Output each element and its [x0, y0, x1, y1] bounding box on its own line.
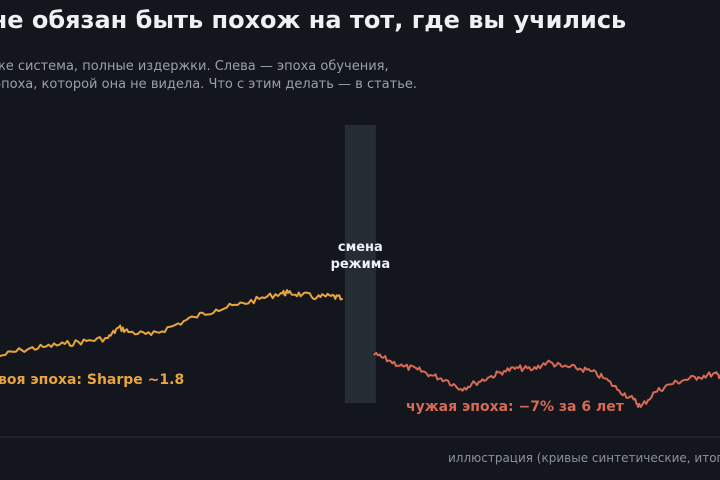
foreign-epoch-label: чужая эпоха: −7% за 6 лет — [406, 399, 625, 415]
subtitle-line-2: эпоха, которой она не видела. Что с этим… — [0, 77, 418, 92]
subtitle-line-1: же система, полные издержки. Слева — эпо… — [0, 59, 389, 74]
series-line-own-epoch — [0, 289, 343, 357]
series-line-foreign-epoch — [373, 351, 720, 408]
footer-note: иллюстрация (кривые синтетические, итог — [448, 451, 720, 465]
own-epoch-label: воя эпоха: Sharpe ~1.8 — [0, 372, 184, 388]
subtitle: же система, полные издержки. Слева — эпо… — [0, 58, 417, 94]
regime-change-label-line-2: режима — [331, 257, 391, 272]
regime-change-band — [344, 125, 376, 403]
regime-change-label-line-1: смена — [338, 240, 383, 255]
page-title: к не обязан быть похож на тот, где вы уч… — [0, 6, 627, 34]
